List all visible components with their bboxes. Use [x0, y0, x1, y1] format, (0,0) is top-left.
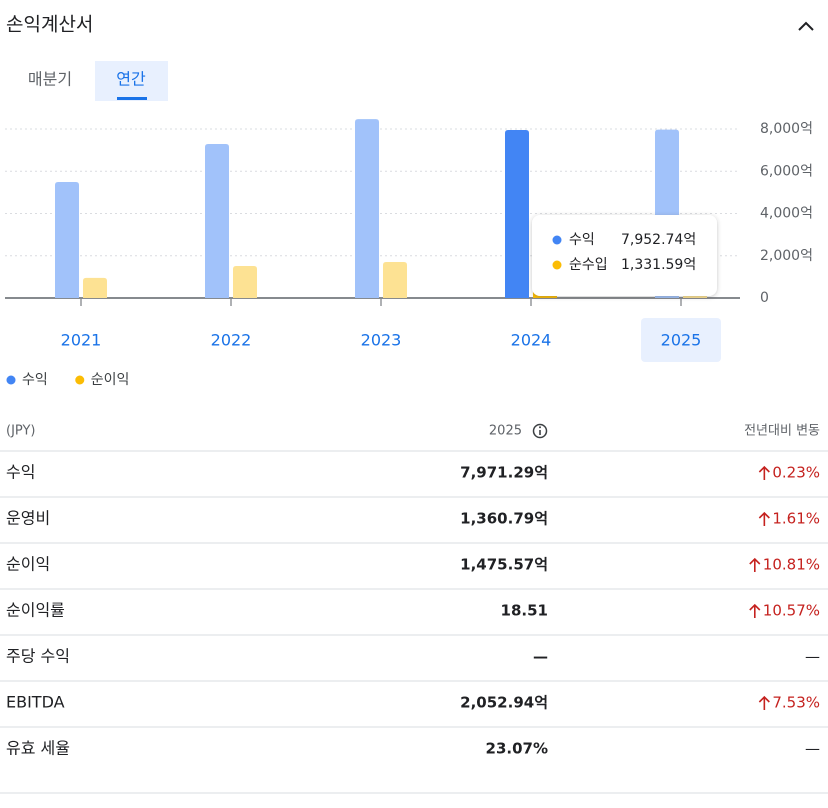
bar	[355, 119, 379, 298]
bar	[205, 143, 229, 298]
table-header: 2025	[489, 424, 522, 439]
row-value: 1,475.57억	[460, 556, 548, 574]
tab-selected-bg	[95, 61, 168, 101]
row-change: 0.23%	[772, 464, 820, 482]
x-tick-label[interactable]: 2025	[661, 331, 702, 350]
x-tick-label[interactable]: 2023	[361, 331, 402, 350]
row-change: 10.81%	[763, 556, 820, 574]
row-label: 순이익	[6, 555, 50, 574]
tooltip	[532, 215, 717, 296]
legend-label: 순이익	[91, 372, 130, 388]
info-icon-dot	[539, 426, 541, 429]
tooltip-dot	[552, 235, 562, 245]
y-tick-label: 2,000억	[760, 248, 813, 264]
row-value: 1,360.79억	[460, 510, 548, 528]
legend-dot	[75, 375, 85, 385]
row-change: —	[805, 740, 820, 758]
bar	[383, 261, 407, 298]
x-tick-label[interactable]: 2022	[211, 331, 252, 350]
row-label: EBITDA	[6, 693, 65, 712]
section-title: 손익계산서	[6, 14, 93, 36]
row-value: —	[533, 648, 548, 666]
trend-arrow	[749, 557, 761, 572]
trend-arrow	[758, 511, 770, 526]
row-value: 7,971.29억	[460, 464, 548, 482]
x-tick-label[interactable]: 2024	[511, 331, 552, 350]
tooltip-label: 수익	[569, 232, 595, 248]
row-value: 23.07%	[486, 740, 548, 758]
row-label: 유효 세율	[6, 739, 70, 758]
tab[interactable]: 연간	[116, 70, 146, 89]
row-change: 10.57%	[763, 602, 820, 620]
row-label: 수익	[6, 463, 35, 482]
table-header: (JPY)	[6, 424, 35, 439]
legend-label: 수익	[22, 372, 48, 388]
table-header: 전년대비 변동	[744, 424, 820, 439]
trend-arrow	[758, 695, 770, 710]
row-label: 주당 수익	[6, 647, 70, 666]
bar	[55, 182, 79, 298]
row-change: 7.53%	[772, 694, 820, 712]
row-label: 순이익률	[6, 601, 65, 620]
row-label: 운영비	[6, 509, 50, 528]
tab[interactable]: 매분기	[28, 70, 72, 89]
tab-underline	[117, 97, 147, 100]
y-tick-label: 4,000억	[760, 206, 813, 222]
x-tick-label[interactable]: 2021	[61, 331, 102, 350]
collapse-chevron[interactable]	[798, 21, 814, 31]
info-icon[interactable]	[532, 423, 548, 439]
tooltip-dot	[552, 260, 562, 270]
y-tick-label: 0	[760, 290, 769, 306]
legend-dot	[6, 375, 16, 385]
bar	[233, 265, 257, 298]
selected-year-bg	[641, 318, 721, 362]
tooltip-value: 7,952.74억	[621, 232, 696, 248]
row-value: 18.51	[501, 602, 548, 620]
bar	[83, 277, 107, 298]
tooltip-value: 1,331.59억	[621, 257, 696, 273]
y-tick-label: 6,000억	[760, 163, 813, 179]
trend-arrow	[758, 465, 770, 480]
tooltip-label: 순수입	[569, 257, 608, 273]
row-value: 2,052.94억	[460, 694, 548, 712]
row-change: 1.61%	[772, 510, 820, 528]
trend-arrow	[749, 603, 761, 618]
y-tick-label: 8,000억	[760, 121, 813, 137]
bar	[505, 129, 529, 298]
row-change: —	[805, 648, 820, 666]
